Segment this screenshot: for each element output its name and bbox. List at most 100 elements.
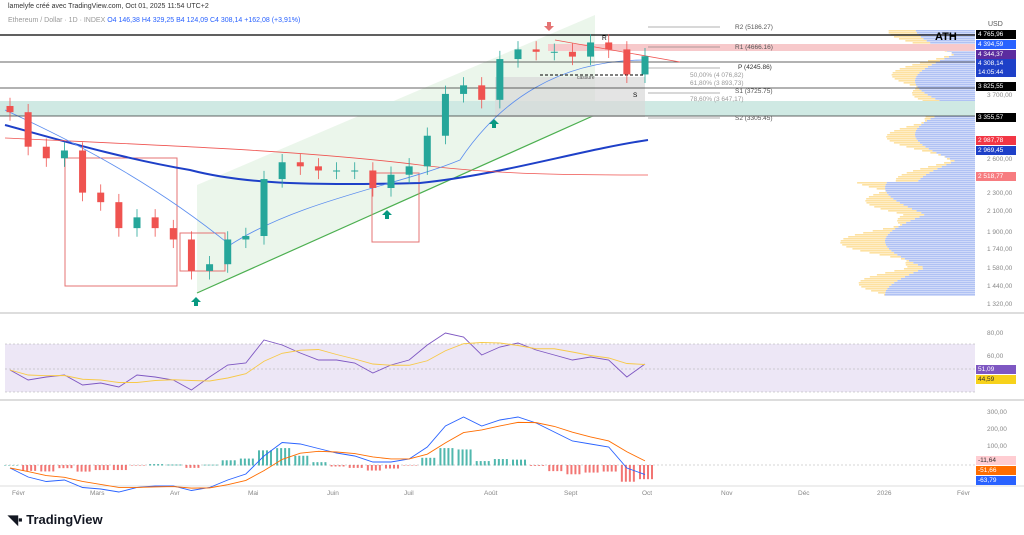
- volume-profile-bar: [948, 56, 975, 58]
- price-label: 4 765,96: [976, 30, 1016, 39]
- volume-profile-bar: [915, 88, 920, 90]
- volume-profile-bar: [919, 88, 975, 90]
- macd-histogram-bar: [524, 459, 526, 466]
- macd-histogram-bar: [512, 459, 514, 466]
- volume-profile-bar: [886, 182, 975, 184]
- volume-profile-bar: [897, 222, 907, 224]
- volume-profile-bar: [925, 146, 975, 148]
- volume-profile-bar: [874, 206, 908, 208]
- rsi-line: [9, 332, 646, 391]
- volume-profile-bar: [926, 174, 975, 176]
- volume-profile-bar: [876, 274, 910, 276]
- high-value: H4 329,25: [141, 17, 175, 24]
- volume-profile-bar: [936, 164, 947, 166]
- volume-profile-bar: [954, 160, 975, 162]
- volume-profile-bar: [928, 166, 942, 168]
- volume-profile-bar: [906, 146, 926, 148]
- candle: [460, 85, 468, 94]
- volume-profile-bar: [918, 126, 975, 128]
- volume-profile-bar: [902, 224, 975, 226]
- volume-profile-bar: [862, 184, 886, 186]
- volume-profile-bar: [899, 202, 975, 204]
- volume-profile-bar: [912, 64, 932, 66]
- currency-label[interactable]: USD: [988, 21, 1003, 28]
- volume-profile-bar: [888, 210, 917, 212]
- volume-profile-bar: [896, 212, 922, 214]
- volume-profile-bar: [912, 94, 928, 96]
- volume-profile-bar: [912, 90, 922, 92]
- volume-profile-bar: [915, 134, 975, 136]
- resistance-marker: R: [602, 35, 607, 42]
- volume-profile-bar: [846, 246, 888, 248]
- volume-profile-bar: [896, 178, 921, 180]
- volume-profile-bar: [951, 52, 975, 54]
- candle: [568, 51, 576, 57]
- macd-histogram-bar: [88, 465, 91, 472]
- volume-profile-bar: [860, 250, 892, 252]
- volume-profile-bar: [944, 156, 946, 158]
- price-tick: 2 100,00: [987, 208, 1013, 215]
- cassure-label: cassure: [577, 75, 595, 81]
- price-tick: 1 740,00: [987, 246, 1013, 253]
- price-tick: 1 440,00: [987, 283, 1013, 290]
- pivot-r1-label: R1 (4666.16): [735, 44, 773, 51]
- volume-profile-bar: [939, 60, 975, 62]
- time-tick: Févr: [12, 490, 25, 497]
- volume-profile-bar: [922, 100, 940, 102]
- volume-profile-bar: [869, 252, 895, 254]
- volume-profile-bar: [888, 30, 916, 32]
- volume-profile-bar: [885, 238, 975, 240]
- macd-histogram-bar: [258, 450, 260, 466]
- pivot-p-label: P (4245.86): [738, 64, 772, 71]
- candle: [115, 202, 123, 229]
- macd-histogram-bar: [407, 465, 410, 466]
- volume-profile-bar: [922, 268, 975, 270]
- macd-histogram-bar: [48, 465, 51, 472]
- volume-profile-bar: [871, 290, 886, 292]
- volume-profile-bar: [921, 70, 975, 72]
- macd-histogram-bar: [342, 465, 345, 467]
- volume-profile-bar: [889, 286, 975, 288]
- volume-profile-bar: [922, 266, 975, 268]
- macd-histogram-bar: [76, 465, 79, 472]
- volume-profile-bar: [885, 290, 975, 292]
- candle: [206, 264, 214, 271]
- volume-profile-bar: [876, 188, 886, 190]
- macd-histogram-bar: [131, 465, 133, 466]
- volume-profile-bar: [905, 66, 929, 68]
- volume-profile-bar: [916, 84, 975, 86]
- macd-histogram-bar: [70, 465, 73, 469]
- macd-histogram-bar: [215, 464, 218, 466]
- macd-histogram-bar: [330, 465, 333, 467]
- tradingview-logo[interactable]: ◥▪ TradingView: [8, 512, 103, 528]
- volume-profile-bar: [920, 178, 975, 180]
- macd-histogram-bar: [294, 455, 297, 466]
- candle: [514, 49, 522, 60]
- macd-histogram-bar: [647, 465, 649, 480]
- volume-profile-bar: [936, 152, 975, 154]
- ma-line: [4, 137, 649, 176]
- volume-profile-bar: [885, 294, 975, 296]
- macd-label: -51,66: [976, 466, 1016, 475]
- volume-profile-bar: [889, 132, 916, 134]
- volume-profile-bar: [923, 38, 975, 40]
- volume-profile-bar: [887, 234, 975, 236]
- volume-profile-bar: [857, 182, 887, 184]
- symbol-name[interactable]: Ethereum / Dollar · 1D · INDEX: [8, 17, 106, 24]
- macd-histogram-bar: [98, 465, 101, 471]
- volume-profile-bar: [925, 116, 935, 118]
- volume-profile-bar: [914, 96, 932, 98]
- ohlc-legend: Ethereum / Dollar · 1D · INDEX O4 146,38…: [8, 17, 300, 24]
- time-tick: Sept: [564, 490, 578, 497]
- volume-profile-bar: [924, 68, 975, 70]
- macd-histogram-bar: [479, 461, 482, 466]
- volume-profile-bar: [869, 204, 904, 206]
- volume-profile-bar: [880, 208, 912, 210]
- macd-histogram-bar: [284, 448, 287, 466]
- macd-histogram-bar: [302, 455, 305, 466]
- volume-profile-bar: [907, 266, 923, 268]
- volume-profile-bar: [930, 42, 975, 44]
- volume-profile-bar: [913, 124, 922, 126]
- volume-profile-bar: [888, 32, 917, 34]
